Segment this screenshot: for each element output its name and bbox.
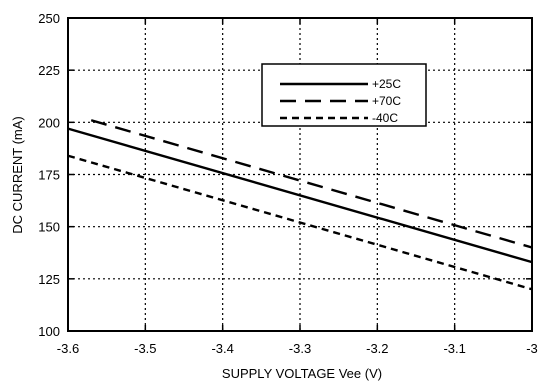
x-axis-label: SUPPLY VOLTAGE Vee (V) [222, 366, 382, 381]
x-tick-label: -3.4 [211, 341, 233, 356]
x-tick-label: -3 [526, 341, 538, 356]
tick-marks [67, 17, 533, 332]
y-tick-labels: 100 125 150 175 200 225 250 [38, 11, 60, 339]
y-tick-label: 150 [38, 220, 60, 235]
series-lines [67, 119, 533, 291]
legend-label: +25C [372, 77, 401, 91]
y-tick-label: 200 [38, 115, 60, 130]
y-tick-label: 125 [38, 272, 60, 287]
x-tick-label: -3.1 [443, 341, 465, 356]
x-tick-labels: -3.6 -3.5 -3.4 -3.3 -3.2 -3.1 -3 [57, 341, 538, 356]
y-tick-label: 225 [38, 63, 60, 78]
y-tick-label: 250 [38, 11, 60, 26]
legend-label: +70C [372, 94, 401, 108]
series-line-40C [67, 154, 533, 291]
x-tick-label: -3.6 [57, 341, 79, 356]
legend-label: -40C [372, 111, 398, 125]
y-tick-label: 100 [38, 324, 60, 339]
x-tick-label: -3.2 [366, 341, 388, 356]
legend: +25C +70C -40C [261, 63, 427, 127]
x-tick-label: -3.5 [134, 341, 156, 356]
y-tick-label: 175 [38, 168, 60, 183]
y-axis-label: DC CURRENT (mA) [10, 116, 25, 233]
series-line-70C [90, 119, 533, 249]
legend-box [261, 63, 427, 127]
series-line-25C [67, 127, 533, 264]
x-tick-label: -3.3 [289, 341, 311, 356]
